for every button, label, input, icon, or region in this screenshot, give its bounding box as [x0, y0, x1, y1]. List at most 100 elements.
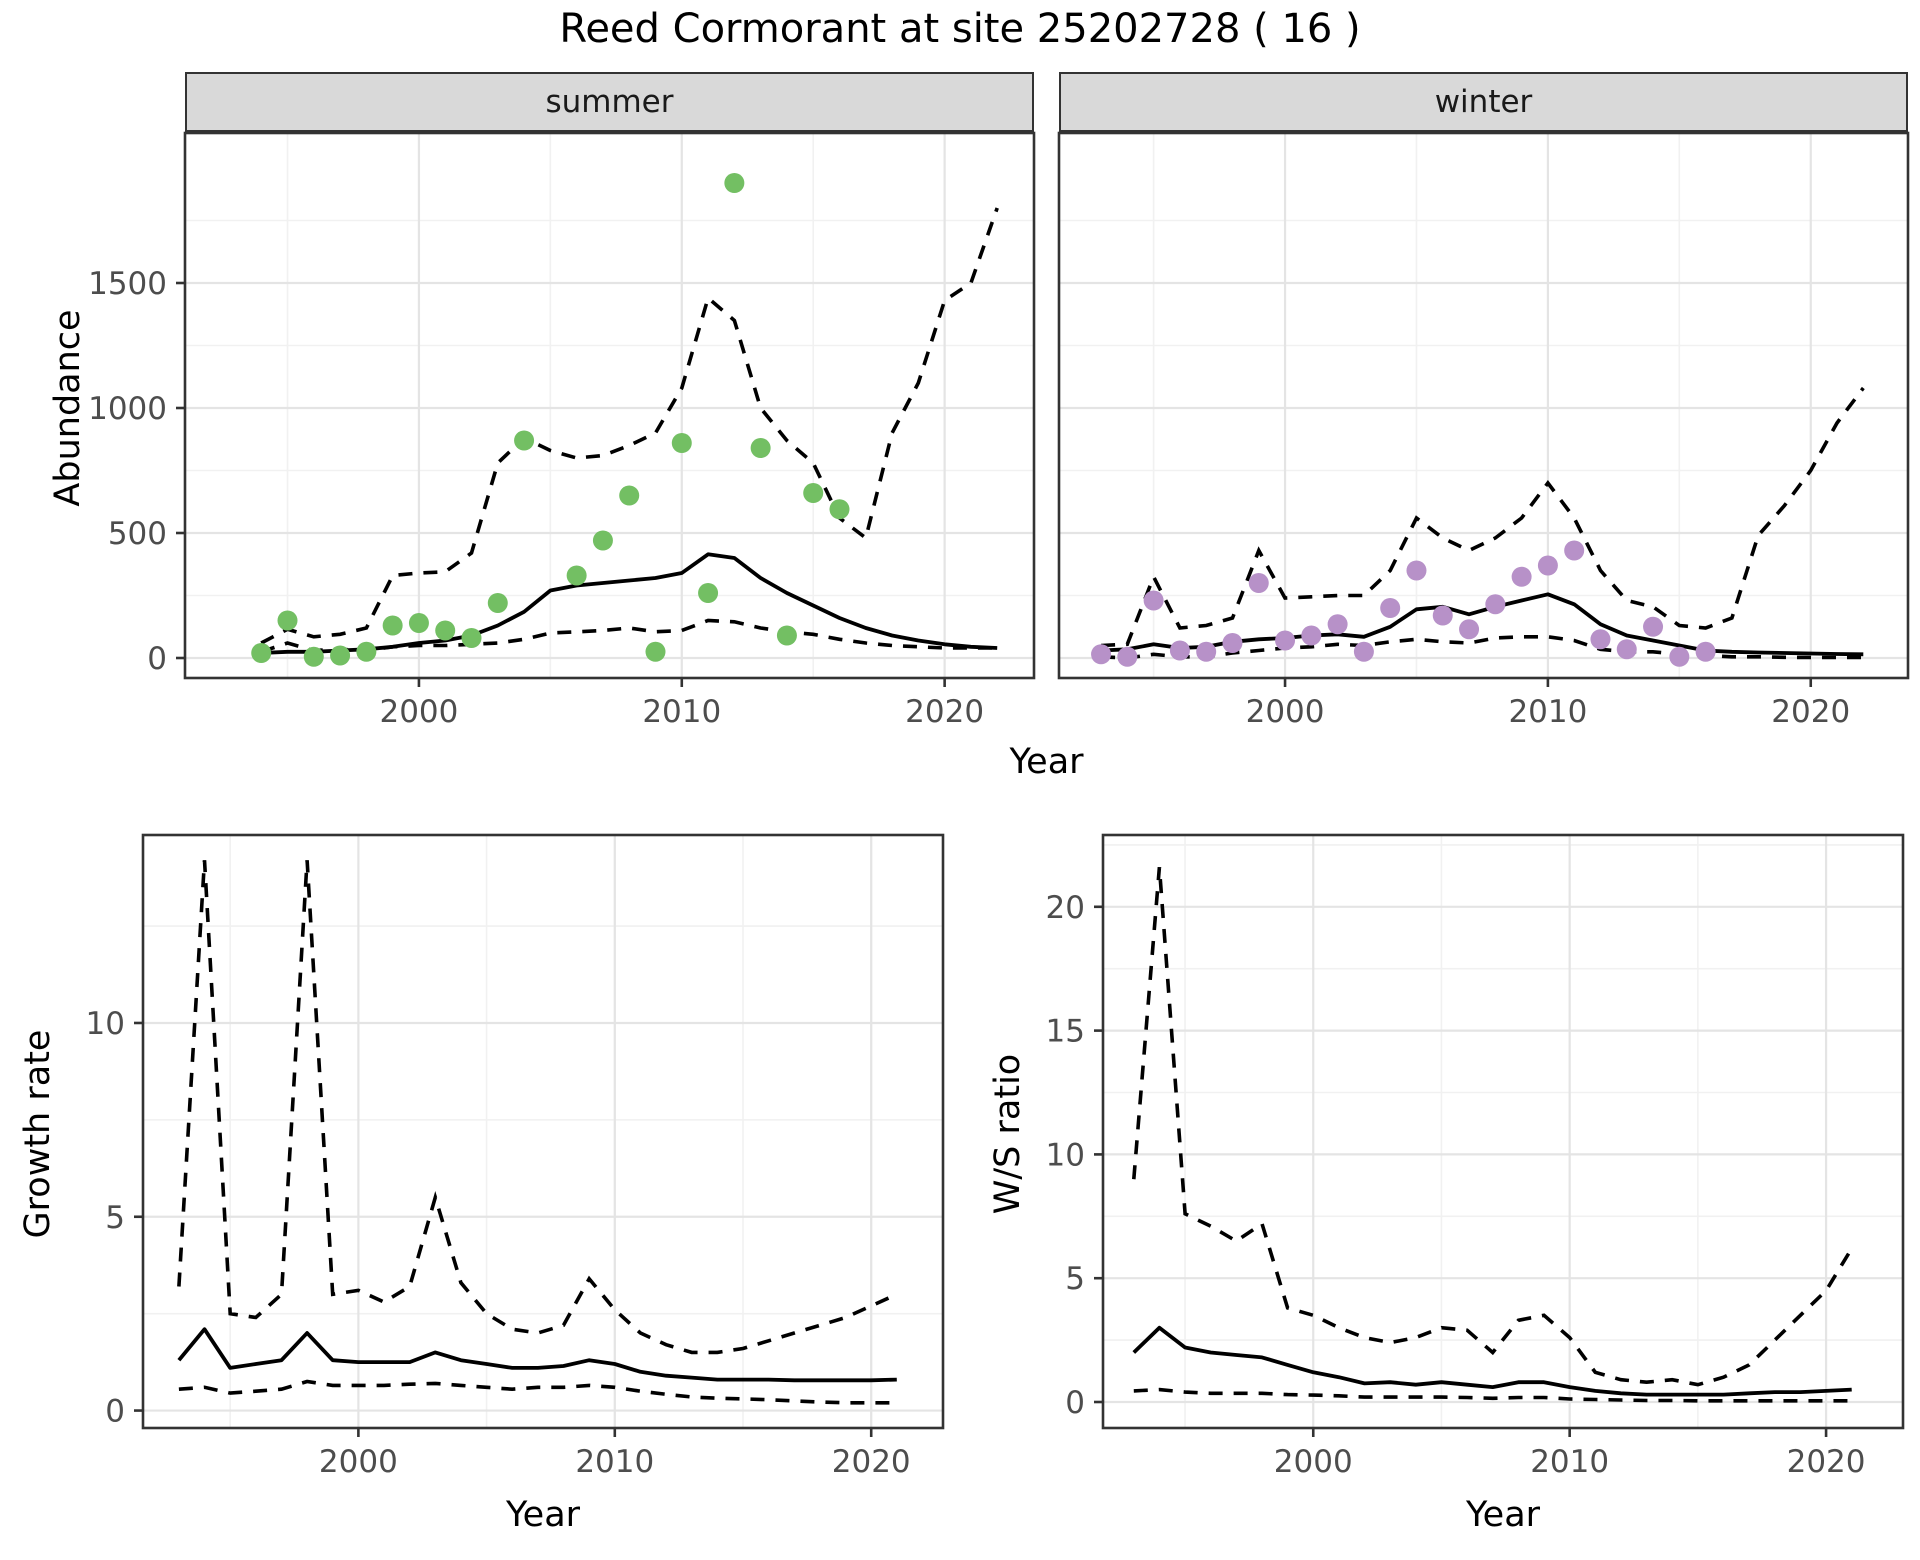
y-tick-label: 1500: [88, 266, 167, 302]
data-point: [1275, 630, 1296, 651]
data-point: [1537, 555, 1558, 576]
data-point: [356, 641, 377, 662]
y-tick-label: 15: [1046, 1014, 1085, 1050]
panel-border: [1101, 833, 1905, 1430]
y-tick-label: 20: [1046, 890, 1085, 926]
x-tick-label: 2000: [1274, 1444, 1353, 1480]
data-point: [724, 173, 745, 193]
panel-summer-abundance: 2000 2010 2020 0 500 1000 1500: [88, 131, 1036, 730]
y-axis-title-growth-rate: Growth rate: [18, 1029, 58, 1239]
panel-background: [1059, 133, 1908, 678]
data-point: [1485, 594, 1506, 615]
data-point: [1143, 590, 1164, 611]
x-tick-label: 2020: [1771, 694, 1850, 730]
y-tick-label: 500: [108, 516, 167, 552]
grid-minor: [143, 835, 943, 1428]
x-tick-label: 2000: [379, 694, 458, 730]
y-tick-label: 10: [86, 1006, 125, 1042]
data-point: [1091, 644, 1112, 665]
chart-title: Reed Cormorant at site 25202728 ( 16 ): [559, 6, 1361, 52]
panel-background: [143, 835, 943, 1428]
data-point: [1248, 573, 1269, 593]
x-tick-label: 2020: [832, 1444, 911, 1480]
data-point: [829, 499, 850, 520]
data-point: [1669, 646, 1690, 667]
facet-strip-winter: winter: [1059, 72, 1908, 132]
data-point: [382, 615, 403, 636]
data-point: [1327, 614, 1348, 635]
fit-line: [177, 1327, 897, 1383]
x-tick-label: 2020: [905, 694, 984, 730]
x-tick-label: 2010: [575, 1444, 654, 1480]
plot-series: [251, 173, 999, 667]
facet-strip-summer-label: summer: [545, 84, 674, 120]
data-point: [776, 625, 797, 646]
data-point: [330, 645, 351, 666]
data-point: [1695, 641, 1716, 662]
x-tick-label: 2020: [1787, 1444, 1866, 1480]
plot-series: [1132, 867, 1854, 1403]
data-point: [1406, 560, 1427, 581]
x-tick-label: 2010: [1530, 1444, 1609, 1480]
panel-ws-ratio: 2000 2010 2020 0 5 10 15 20: [1046, 833, 1905, 1480]
grid-major: [1103, 835, 1903, 1428]
x-axis-title-year-growth: Year: [505, 1495, 581, 1535]
data-point: [514, 430, 535, 451]
observed-points: [1091, 540, 1716, 667]
data-point: [645, 641, 666, 662]
y-tick-label: 10: [1046, 1137, 1085, 1173]
axis-ticks: 2000 2010 2020 0 500 1000 1500: [88, 266, 984, 730]
data-point: [803, 483, 824, 503]
x-tick-label: 2010: [642, 694, 721, 730]
panel-border: [141, 833, 945, 1430]
x-tick-label: 2010: [1508, 694, 1587, 730]
data-point: [303, 646, 324, 667]
panel-background: [1103, 835, 1903, 1428]
x-tick-label: 2000: [1246, 694, 1325, 730]
data-point: [1169, 640, 1190, 661]
y-axis-title-ws-ratio: W/S ratio: [988, 1053, 1028, 1215]
lower-ci-line: [178, 1379, 897, 1405]
x-tick-label: 2000: [319, 1444, 398, 1480]
data-point: [1459, 619, 1480, 640]
plot-series: [1091, 386, 1865, 667]
data-point: [1380, 598, 1401, 618]
panel-background: [185, 133, 1034, 678]
fit-line: [1132, 1325, 1852, 1397]
data-point: [1353, 641, 1374, 662]
data-point: [1590, 629, 1611, 650]
grid-minor: [185, 133, 1034, 678]
grid-major: [1059, 133, 1908, 678]
grid-minor: [1059, 133, 1908, 678]
x-axis-title-year-top: Year: [1009, 742, 1084, 782]
panel-growth-rate: 2000 2010 2020 0 5 10: [86, 833, 945, 1480]
data-point: [566, 565, 587, 586]
panel-winter-abundance: 2000 2010 2020: [1057, 131, 1910, 730]
upper-ci-line: [177, 860, 898, 1355]
data-point: [592, 530, 613, 551]
data-point: [1117, 646, 1138, 667]
y-axis-title-abundance: Abundance: [48, 309, 88, 507]
data-point: [1511, 566, 1532, 587]
x-axis-title-year-ws: Year: [1465, 1495, 1541, 1535]
axis-ticks: 2000 2010 2020 0 5 10 15 20: [1046, 890, 1866, 1480]
y-tick-label: 5: [105, 1200, 125, 1236]
data-point: [461, 628, 482, 648]
grid-major: [143, 835, 943, 1428]
upper-ci-line: [260, 207, 999, 645]
data-point: [1564, 540, 1585, 561]
facet-strip-summer: summer: [185, 72, 1034, 132]
data-point: [750, 438, 771, 458]
data-point: [435, 620, 456, 641]
observed-points: [251, 173, 850, 667]
data-point: [1222, 633, 1243, 653]
lower-ci-line: [1133, 1387, 1852, 1403]
data-point: [1432, 605, 1453, 626]
plot-series: [177, 860, 898, 1405]
y-tick-label: 5: [1065, 1261, 1085, 1297]
y-tick-label: 0: [105, 1394, 125, 1430]
axis-ticks: 2000 2010 2020 0 5 10: [86, 1006, 911, 1480]
data-point: [277, 610, 298, 631]
data-point: [1616, 639, 1637, 660]
upper-ci-line: [1132, 867, 1854, 1387]
